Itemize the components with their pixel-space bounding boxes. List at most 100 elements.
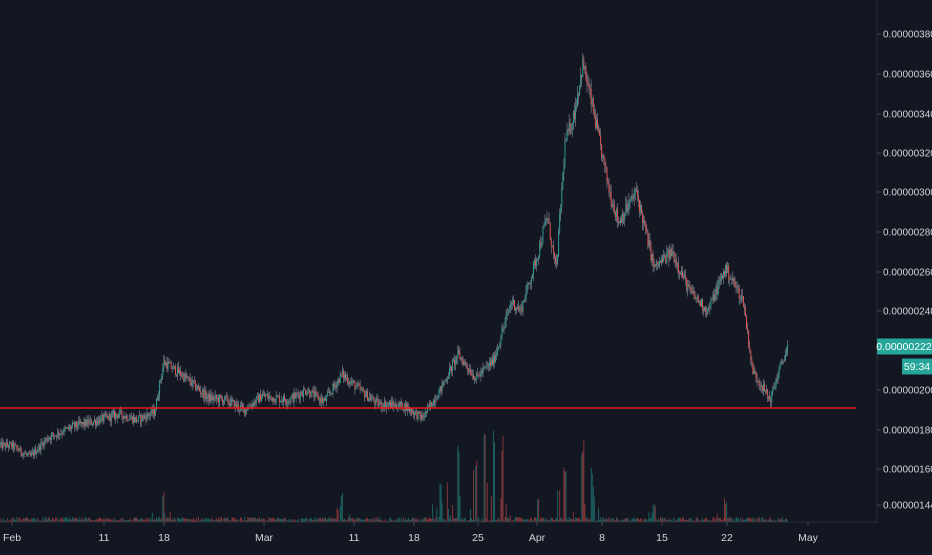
candle-body (492, 359, 493, 364)
volume-bar (196, 518, 197, 522)
candle-body (135, 417, 136, 422)
candle-body (324, 399, 325, 401)
volume-bar (505, 517, 506, 522)
candle-body (611, 192, 612, 203)
volume-bar (67, 518, 68, 522)
volume-bar (408, 518, 409, 522)
candle-body (337, 382, 338, 387)
volume-bar (761, 518, 762, 522)
volume-bar (559, 490, 560, 522)
candle-body (595, 117, 596, 128)
candle-body (698, 296, 699, 302)
candle-body (391, 402, 392, 408)
candle-body (62, 433, 63, 434)
candle-body (604, 157, 605, 166)
volume-bar (328, 518, 329, 522)
candle-body (584, 66, 585, 69)
candle-body (628, 208, 629, 211)
volume-bar (65, 518, 66, 522)
candle-body (52, 433, 53, 434)
candle-body (461, 358, 462, 359)
candle-body (731, 279, 732, 280)
candle-body (787, 345, 788, 351)
candle-body (548, 218, 549, 220)
candle-body (619, 222, 620, 223)
candle-body (642, 213, 643, 223)
candle-body (768, 396, 769, 397)
candle-body (549, 220, 550, 223)
candle-body (482, 371, 483, 373)
candle-body (677, 263, 678, 266)
volume-bar (161, 518, 162, 522)
volume-bar (174, 517, 175, 522)
candle-body (219, 395, 220, 402)
candle-body (680, 273, 681, 274)
volume-bar (100, 518, 101, 522)
volume-bar (662, 517, 663, 522)
candle-body (230, 403, 231, 406)
candle-body (185, 374, 186, 378)
volume-bar (579, 518, 580, 522)
candle-body (695, 295, 696, 298)
volume-bar (109, 518, 110, 522)
candle-body (776, 379, 777, 387)
candle-body (463, 360, 464, 365)
candle-body (350, 381, 351, 383)
volume-bar (537, 500, 538, 522)
candle-body (293, 395, 294, 402)
time-tick-label: 22 (721, 532, 733, 544)
candle-body (620, 218, 621, 223)
candle-body (303, 389, 304, 396)
volume-bar (563, 468, 564, 522)
volume-bar (453, 518, 454, 522)
volume-bar (258, 518, 259, 522)
volume-bar (476, 461, 477, 522)
volume-bar (198, 517, 199, 522)
candle-body (380, 402, 381, 404)
candle-body (598, 129, 599, 131)
candle-body (189, 377, 190, 378)
volume-bar (254, 517, 255, 522)
candle-body (3, 443, 4, 448)
volume-bar (227, 518, 228, 522)
candle-body (689, 284, 690, 289)
volume-bar (584, 504, 585, 522)
candle-body (301, 393, 302, 395)
volume-bar (521, 518, 522, 522)
volume-bar (611, 518, 612, 522)
candle-body (687, 284, 688, 290)
candle-body (494, 356, 495, 363)
candle-body (154, 409, 155, 416)
candle-body (460, 353, 461, 359)
candle-body (674, 252, 675, 262)
candle-body (255, 401, 256, 403)
candle-body (32, 452, 33, 453)
candle-body (754, 371, 755, 375)
volume-bar (566, 471, 567, 522)
candle-body (457, 350, 458, 358)
candle-body (560, 208, 561, 214)
volume-bar (535, 517, 536, 522)
candle-body (259, 394, 260, 402)
candle-body (587, 79, 588, 84)
candle-body (601, 145, 602, 158)
candle-body (693, 291, 694, 293)
volume-bar (72, 517, 73, 522)
candle-body (278, 396, 279, 397)
candle-body (152, 409, 153, 413)
candle-body (298, 394, 299, 395)
volume-bar (540, 517, 541, 522)
volume-bar (762, 517, 763, 522)
candle-body (309, 390, 310, 396)
volume-bar (651, 518, 652, 522)
candle-body (639, 200, 640, 211)
candle-body (319, 398, 320, 400)
candle-body (21, 447, 22, 453)
candle-body (621, 218, 622, 222)
volume-bar (351, 518, 352, 522)
candle-body (36, 452, 37, 454)
candle-body (415, 411, 416, 412)
candle-body (444, 381, 445, 385)
candle-body (266, 395, 267, 396)
